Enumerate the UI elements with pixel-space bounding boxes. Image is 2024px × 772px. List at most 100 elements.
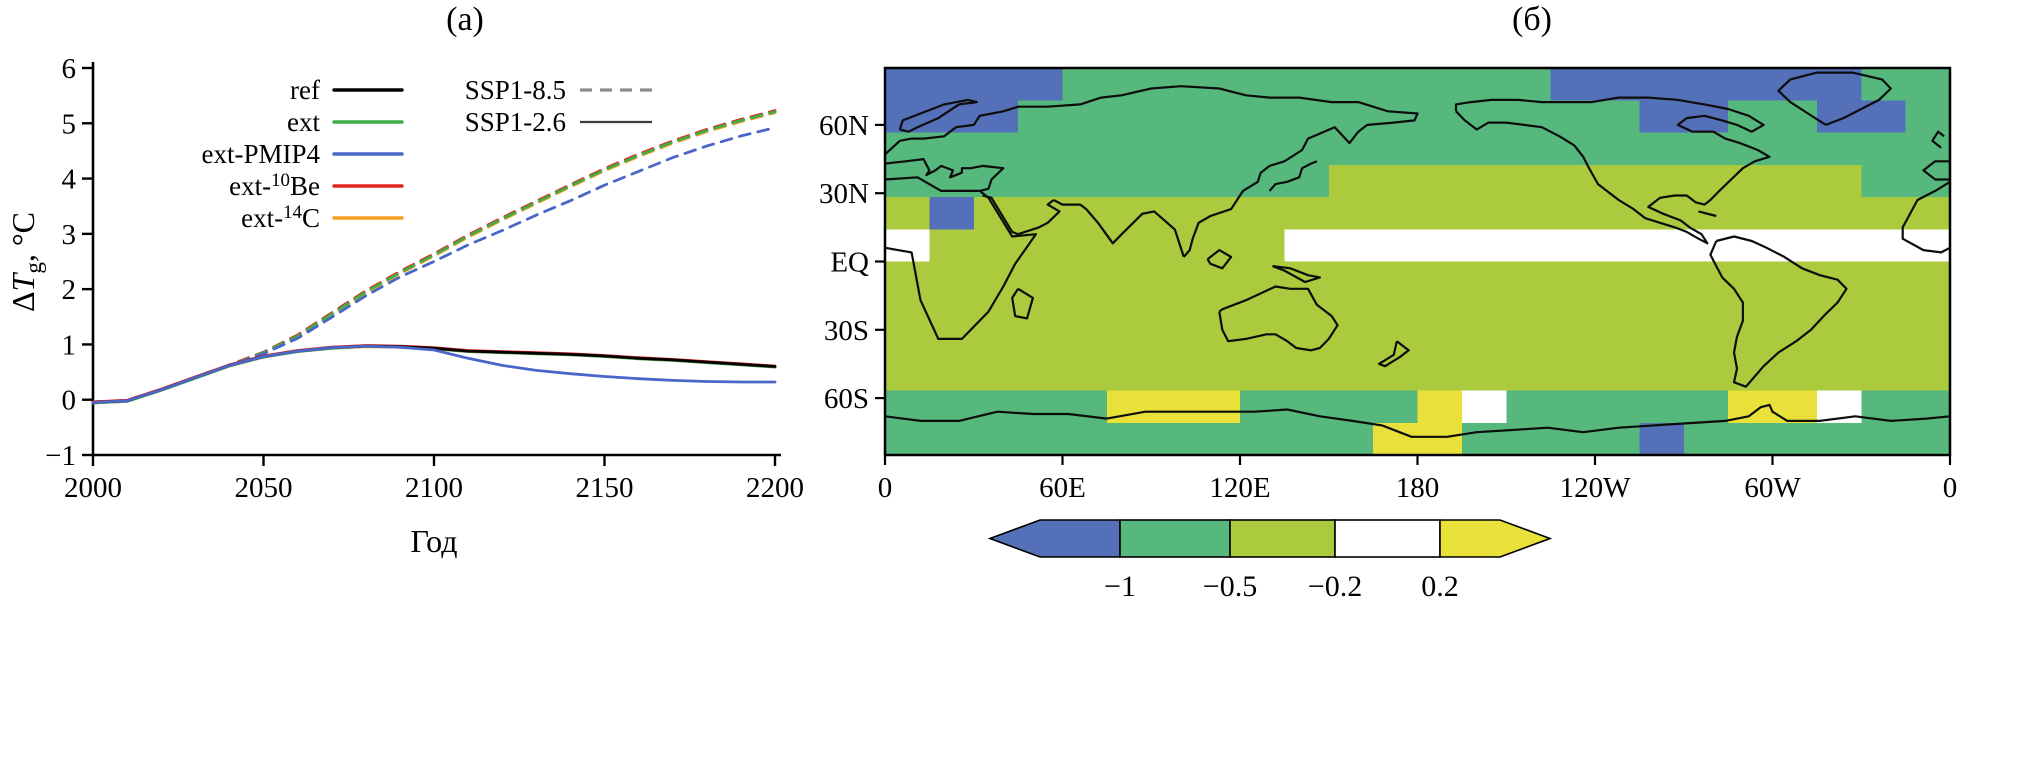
- map-cell: [1461, 326, 1507, 359]
- map-cell: [1772, 293, 1818, 327]
- map-cell: [1018, 68, 1064, 101]
- map-cell: [973, 261, 1019, 295]
- x-tick-label: 2100: [405, 472, 463, 504]
- map-cell: [1151, 293, 1197, 327]
- map-cell: [1639, 326, 1685, 359]
- coastline: [885, 176, 1037, 340]
- map-cell: [1373, 100, 1419, 134]
- map-cell: [1151, 326, 1197, 359]
- y-title-symbol: T: [5, 271, 41, 291]
- map-cell: [1328, 261, 1374, 295]
- map-cell: [1683, 422, 1729, 455]
- map-cell: [1240, 197, 1285, 230]
- map-cell: [1106, 164, 1152, 198]
- x-tick-label: 2200: [746, 472, 804, 504]
- map-cell: [1506, 68, 1552, 101]
- coastline: [1698, 210, 1717, 218]
- map-cell: [1018, 326, 1064, 359]
- lon-tick-label: 60W: [1744, 472, 1801, 504]
- map-cell: [1683, 132, 1729, 166]
- map-cell: [1018, 422, 1064, 455]
- map-cell: [1195, 293, 1241, 327]
- map-cell: [1728, 261, 1774, 295]
- map-cell: [1284, 326, 1330, 359]
- map-cell: [1373, 164, 1419, 198]
- map-cell: [1195, 68, 1241, 101]
- series-ext-10be-ssp1-2.6: [91, 344, 777, 404]
- map-cell: [1905, 132, 1950, 166]
- coastline: [1377, 340, 1410, 368]
- map-cell: [1461, 132, 1507, 166]
- map-cell: [1506, 358, 1552, 392]
- map-cell: [1506, 197, 1552, 230]
- map-cell: [1506, 326, 1552, 359]
- map-cell: [1461, 164, 1507, 198]
- map-cell: [973, 197, 1019, 230]
- map-cell: [1728, 422, 1774, 455]
- map-cell: [1417, 68, 1463, 101]
- map-cell: [1861, 197, 1907, 230]
- colorbar-segment-yellow: [1439, 519, 1553, 558]
- series-ext-ssp1-2.6: [91, 345, 777, 405]
- map-cell: [1062, 229, 1108, 263]
- map-cell: [1284, 422, 1330, 455]
- map-cell: [1106, 326, 1152, 359]
- map-cell: [929, 197, 975, 230]
- coastline: [982, 194, 1061, 236]
- map-cell: [1506, 293, 1552, 327]
- legend-label-sup: 10: [271, 170, 290, 191]
- map-cell: [1683, 326, 1729, 359]
- lon-tick-label: 0: [878, 472, 893, 504]
- map-cell: [1062, 358, 1108, 392]
- lat-tick-label: 60S: [824, 383, 869, 415]
- map-cell: [1151, 358, 1197, 392]
- map-cell: [1905, 293, 1950, 327]
- coastline: [1454, 96, 1771, 245]
- map-cell: [1861, 293, 1907, 327]
- map-cell: [1816, 229, 1862, 263]
- colorbar-segment-yellowgreen: [1229, 519, 1336, 558]
- colorbar-tick-label: −1: [1104, 570, 1136, 603]
- map-cell: [1683, 358, 1729, 392]
- map-cell: [1772, 132, 1818, 166]
- map-cell: [1905, 229, 1950, 263]
- map-cell: [1417, 390, 1463, 424]
- colorbar-tick-label: −0.5: [1203, 570, 1257, 603]
- map-cell: [973, 358, 1019, 392]
- map-cell: [1018, 358, 1064, 392]
- map-cell: [1284, 197, 1330, 230]
- colorbar-tick-label: −0.2: [1308, 570, 1362, 603]
- map-cell: [1151, 261, 1197, 295]
- series-ref-ssp1-2.6: [91, 344, 777, 404]
- map-cell: [1461, 293, 1507, 327]
- map-cell: [1905, 100, 1950, 134]
- y-tick-label: 4: [62, 164, 77, 196]
- map-cell: [1683, 68, 1729, 101]
- map-cell: [1106, 293, 1152, 327]
- map-cell: [1328, 197, 1374, 230]
- map-cell: [1595, 164, 1640, 198]
- map-cell: [1284, 229, 1330, 263]
- panel-a-label: (а): [446, 1, 484, 38]
- coastline: [885, 85, 1419, 258]
- map-cell: [1240, 422, 1285, 455]
- legend-model-label: ext: [287, 107, 320, 137]
- map-cell: [1639, 261, 1685, 295]
- legend-label-pre: ext: [287, 107, 320, 137]
- legend-model-label: ext-10Be: [229, 170, 320, 201]
- map-cell: [1240, 100, 1285, 134]
- map-cell: [973, 68, 1019, 101]
- map-cell: [1595, 358, 1640, 392]
- map-cell: [1018, 164, 1064, 198]
- map-cell: [1106, 261, 1152, 295]
- map-cell: [1639, 229, 1685, 263]
- map-cell: [1151, 229, 1197, 263]
- map-cell: [1062, 68, 1108, 101]
- map-cell: [1417, 261, 1463, 295]
- colorbar-tick-label: 0.2: [1421, 570, 1459, 603]
- map-cell: [929, 261, 975, 295]
- map-cell: [1728, 68, 1774, 101]
- map-cell: [1772, 229, 1818, 263]
- map-cell: [1595, 390, 1640, 424]
